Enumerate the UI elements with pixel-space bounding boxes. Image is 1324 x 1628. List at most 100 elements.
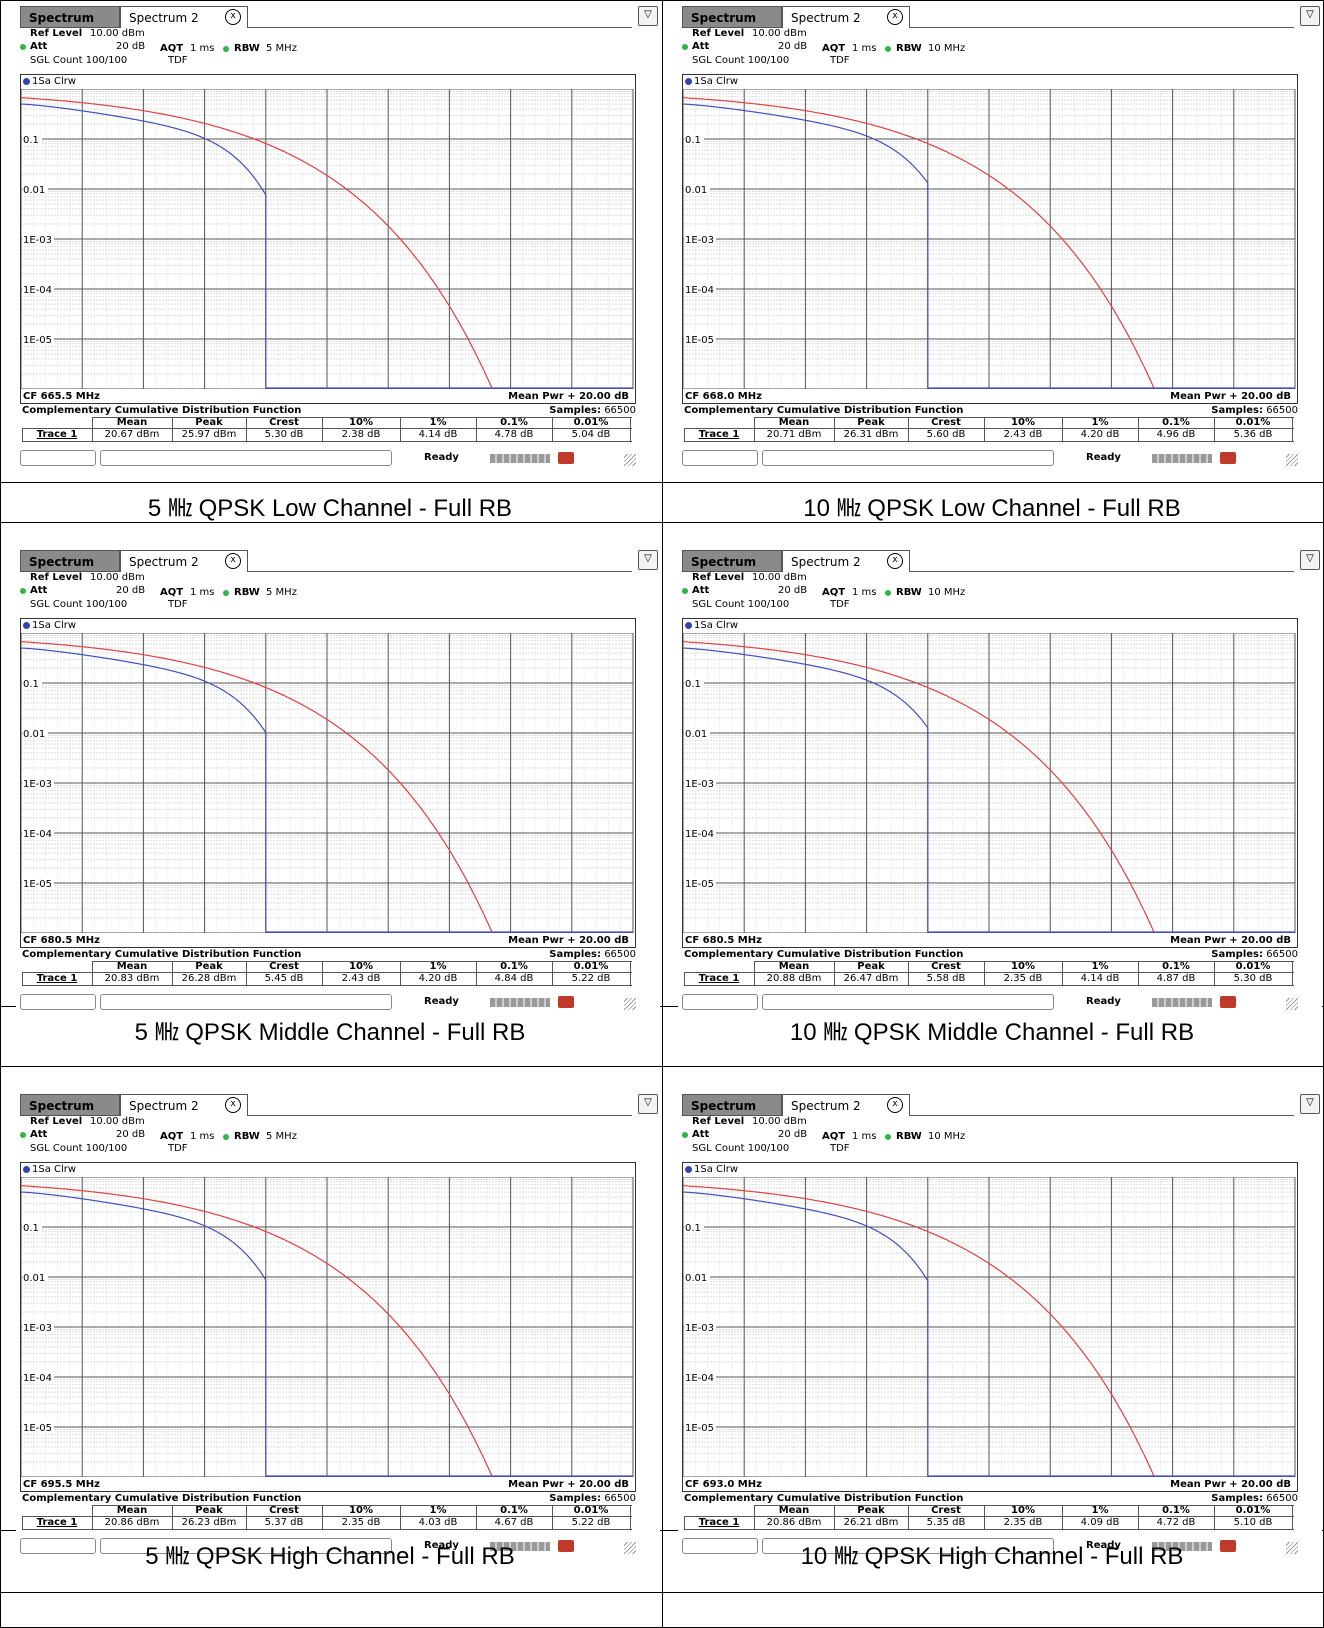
status-dot-att	[682, 1132, 688, 1138]
y-tick-label: 1E-03	[685, 1323, 714, 1334]
table-line	[322, 961, 323, 985]
caption-separator	[0, 482, 1324, 483]
samples-readout: Samples: 66500	[549, 949, 636, 960]
status-field-1[interactable]	[682, 994, 758, 1010]
tab-bar: Spectrum Spectrum 2 x	[682, 1094, 1318, 1116]
table-line	[1138, 961, 1139, 985]
tab-spectrum[interactable]: Spectrum	[682, 6, 782, 28]
ccdf-col-header: Peak	[195, 1505, 223, 1516]
table-line	[754, 961, 755, 985]
resize-grip-icon[interactable]	[624, 998, 636, 1010]
status-field-1[interactable]	[682, 450, 758, 466]
tab-spectrum[interactable]: Spectrum	[20, 550, 120, 572]
table-line	[1214, 417, 1215, 441]
menu-icon[interactable]: ▽	[1300, 1094, 1320, 1114]
ccdf-col-header: Crest	[931, 417, 961, 428]
y-tick-label: 0.1	[23, 679, 39, 690]
status-field-2[interactable]	[762, 450, 1054, 466]
tab-spectrum-2[interactable]: Spectrum 2 x	[120, 550, 248, 572]
menu-icon[interactable]: ▽	[638, 6, 658, 26]
table-line	[552, 961, 553, 985]
status-field-2[interactable]	[100, 1538, 392, 1554]
table-line	[684, 972, 1294, 973]
gaussian-reference-curve	[683, 97, 1155, 389]
ccdf-chart: 0.1 0.01 1E-03 1E-04 1E-05	[683, 633, 1296, 933]
y-tick-label: 0.01	[23, 185, 45, 196]
ccdf-value: 20.86 dBm	[104, 1517, 160, 1528]
y-tick-label: 1E-03	[23, 1323, 52, 1334]
status-field-1[interactable]	[20, 450, 96, 466]
menu-icon[interactable]: ▽	[1300, 550, 1320, 570]
close-icon[interactable]: x	[225, 9, 241, 25]
measured-ccdf-curve	[21, 1191, 267, 1477]
tdf-label: TDF	[830, 599, 850, 610]
tab-spectrum-2[interactable]: Spectrum 2 x	[782, 1094, 910, 1116]
trace-mode-label: 1Sa Clrw	[694, 1164, 739, 1175]
status-icon	[1220, 452, 1236, 464]
ccdf-value: 5.30 dB	[264, 429, 304, 440]
tdf-label: TDF	[168, 599, 188, 610]
y-tick-label: 1E-03	[685, 779, 714, 790]
aqt-label: AQT	[160, 587, 184, 598]
resize-grip-icon[interactable]	[1286, 998, 1298, 1010]
close-icon[interactable]: x	[887, 553, 903, 569]
ccdf-value: 4.03 dB	[418, 1517, 458, 1528]
close-icon[interactable]: x	[225, 553, 241, 569]
status-field-2[interactable]	[100, 994, 392, 1010]
ccdf-value: 26.21 dBm	[843, 1517, 899, 1528]
resize-grip-icon[interactable]	[1286, 1542, 1298, 1554]
att-value: 20 dB	[778, 1129, 808, 1140]
resize-grip-icon[interactable]	[624, 454, 636, 466]
y-tick-bg	[22, 877, 54, 888]
resize-grip-icon[interactable]	[624, 1542, 636, 1554]
trace-dot	[23, 77, 30, 85]
att-label: Att	[692, 41, 710, 52]
rbw-value: 5 MHz	[266, 1131, 297, 1142]
tab-spectrum[interactable]: Spectrum	[20, 6, 120, 28]
close-icon[interactable]: x	[225, 1097, 241, 1113]
table-line	[754, 417, 1294, 418]
tab-spectrum-2[interactable]: Spectrum 2 x	[782, 6, 910, 28]
table-line	[1214, 1505, 1215, 1529]
y-tick-label: 0.1	[685, 679, 701, 690]
tab-spectrum-2[interactable]: Spectrum 2 x	[120, 6, 248, 28]
ccdf-value: 4.14 dB	[418, 429, 458, 440]
status-dot-rbw	[223, 1134, 229, 1140]
status-field-1[interactable]	[20, 994, 96, 1010]
ccdf-col-header: 1%	[1091, 1505, 1109, 1516]
status-field-1[interactable]	[682, 1538, 758, 1554]
ccdf-chart: 0.1 0.01 1E-03 1E-04 1E-05	[21, 1177, 634, 1477]
menu-icon[interactable]: ▽	[1300, 6, 1320, 26]
table-line	[172, 961, 173, 985]
table-line	[22, 428, 23, 441]
trace-indicator: 1Sa Clrw	[685, 76, 738, 87]
tab-spectrum[interactable]: Spectrum	[682, 1094, 782, 1116]
status-field-2[interactable]	[762, 1538, 1054, 1554]
table-line	[22, 972, 23, 985]
menu-icon[interactable]: ▽	[638, 1094, 658, 1114]
y-tick-label: 0.01	[685, 1273, 707, 1284]
tab-spectrum-2[interactable]: Spectrum 2 x	[120, 1094, 248, 1116]
close-icon[interactable]: x	[887, 1097, 903, 1113]
samples-value: 66500	[1266, 405, 1298, 416]
tab-spectrum[interactable]: Spectrum	[20, 1094, 120, 1116]
status-field-2[interactable]	[762, 994, 1054, 1010]
ccdf-col-header: Peak	[857, 961, 885, 972]
ccdf-table: Mean 20.86 dBm Peak 26.23 dBm Crest 5.37 dB 10…	[22, 1505, 638, 1533]
resize-grip-icon[interactable]	[1286, 454, 1298, 466]
samples-label: Samples:	[1211, 949, 1263, 960]
tab-spectrum-2[interactable]: Spectrum 2 x	[782, 550, 910, 572]
menu-icon[interactable]: ▽	[638, 550, 658, 570]
tab-spectrum[interactable]: Spectrum	[682, 550, 782, 572]
table-line	[92, 417, 632, 418]
trace-dot	[685, 1165, 692, 1173]
ccdf-chart: 0.1 0.01 1E-03 1E-04 1E-05	[683, 89, 1296, 389]
close-icon[interactable]: x	[887, 9, 903, 25]
status-field-2[interactable]	[100, 450, 392, 466]
table-line	[1062, 417, 1063, 441]
status-dot-att	[20, 44, 26, 50]
ccdf-col-header: 10%	[1011, 417, 1035, 428]
samples-value: 66500	[1266, 1493, 1298, 1504]
status-field-1[interactable]	[20, 1538, 96, 1554]
